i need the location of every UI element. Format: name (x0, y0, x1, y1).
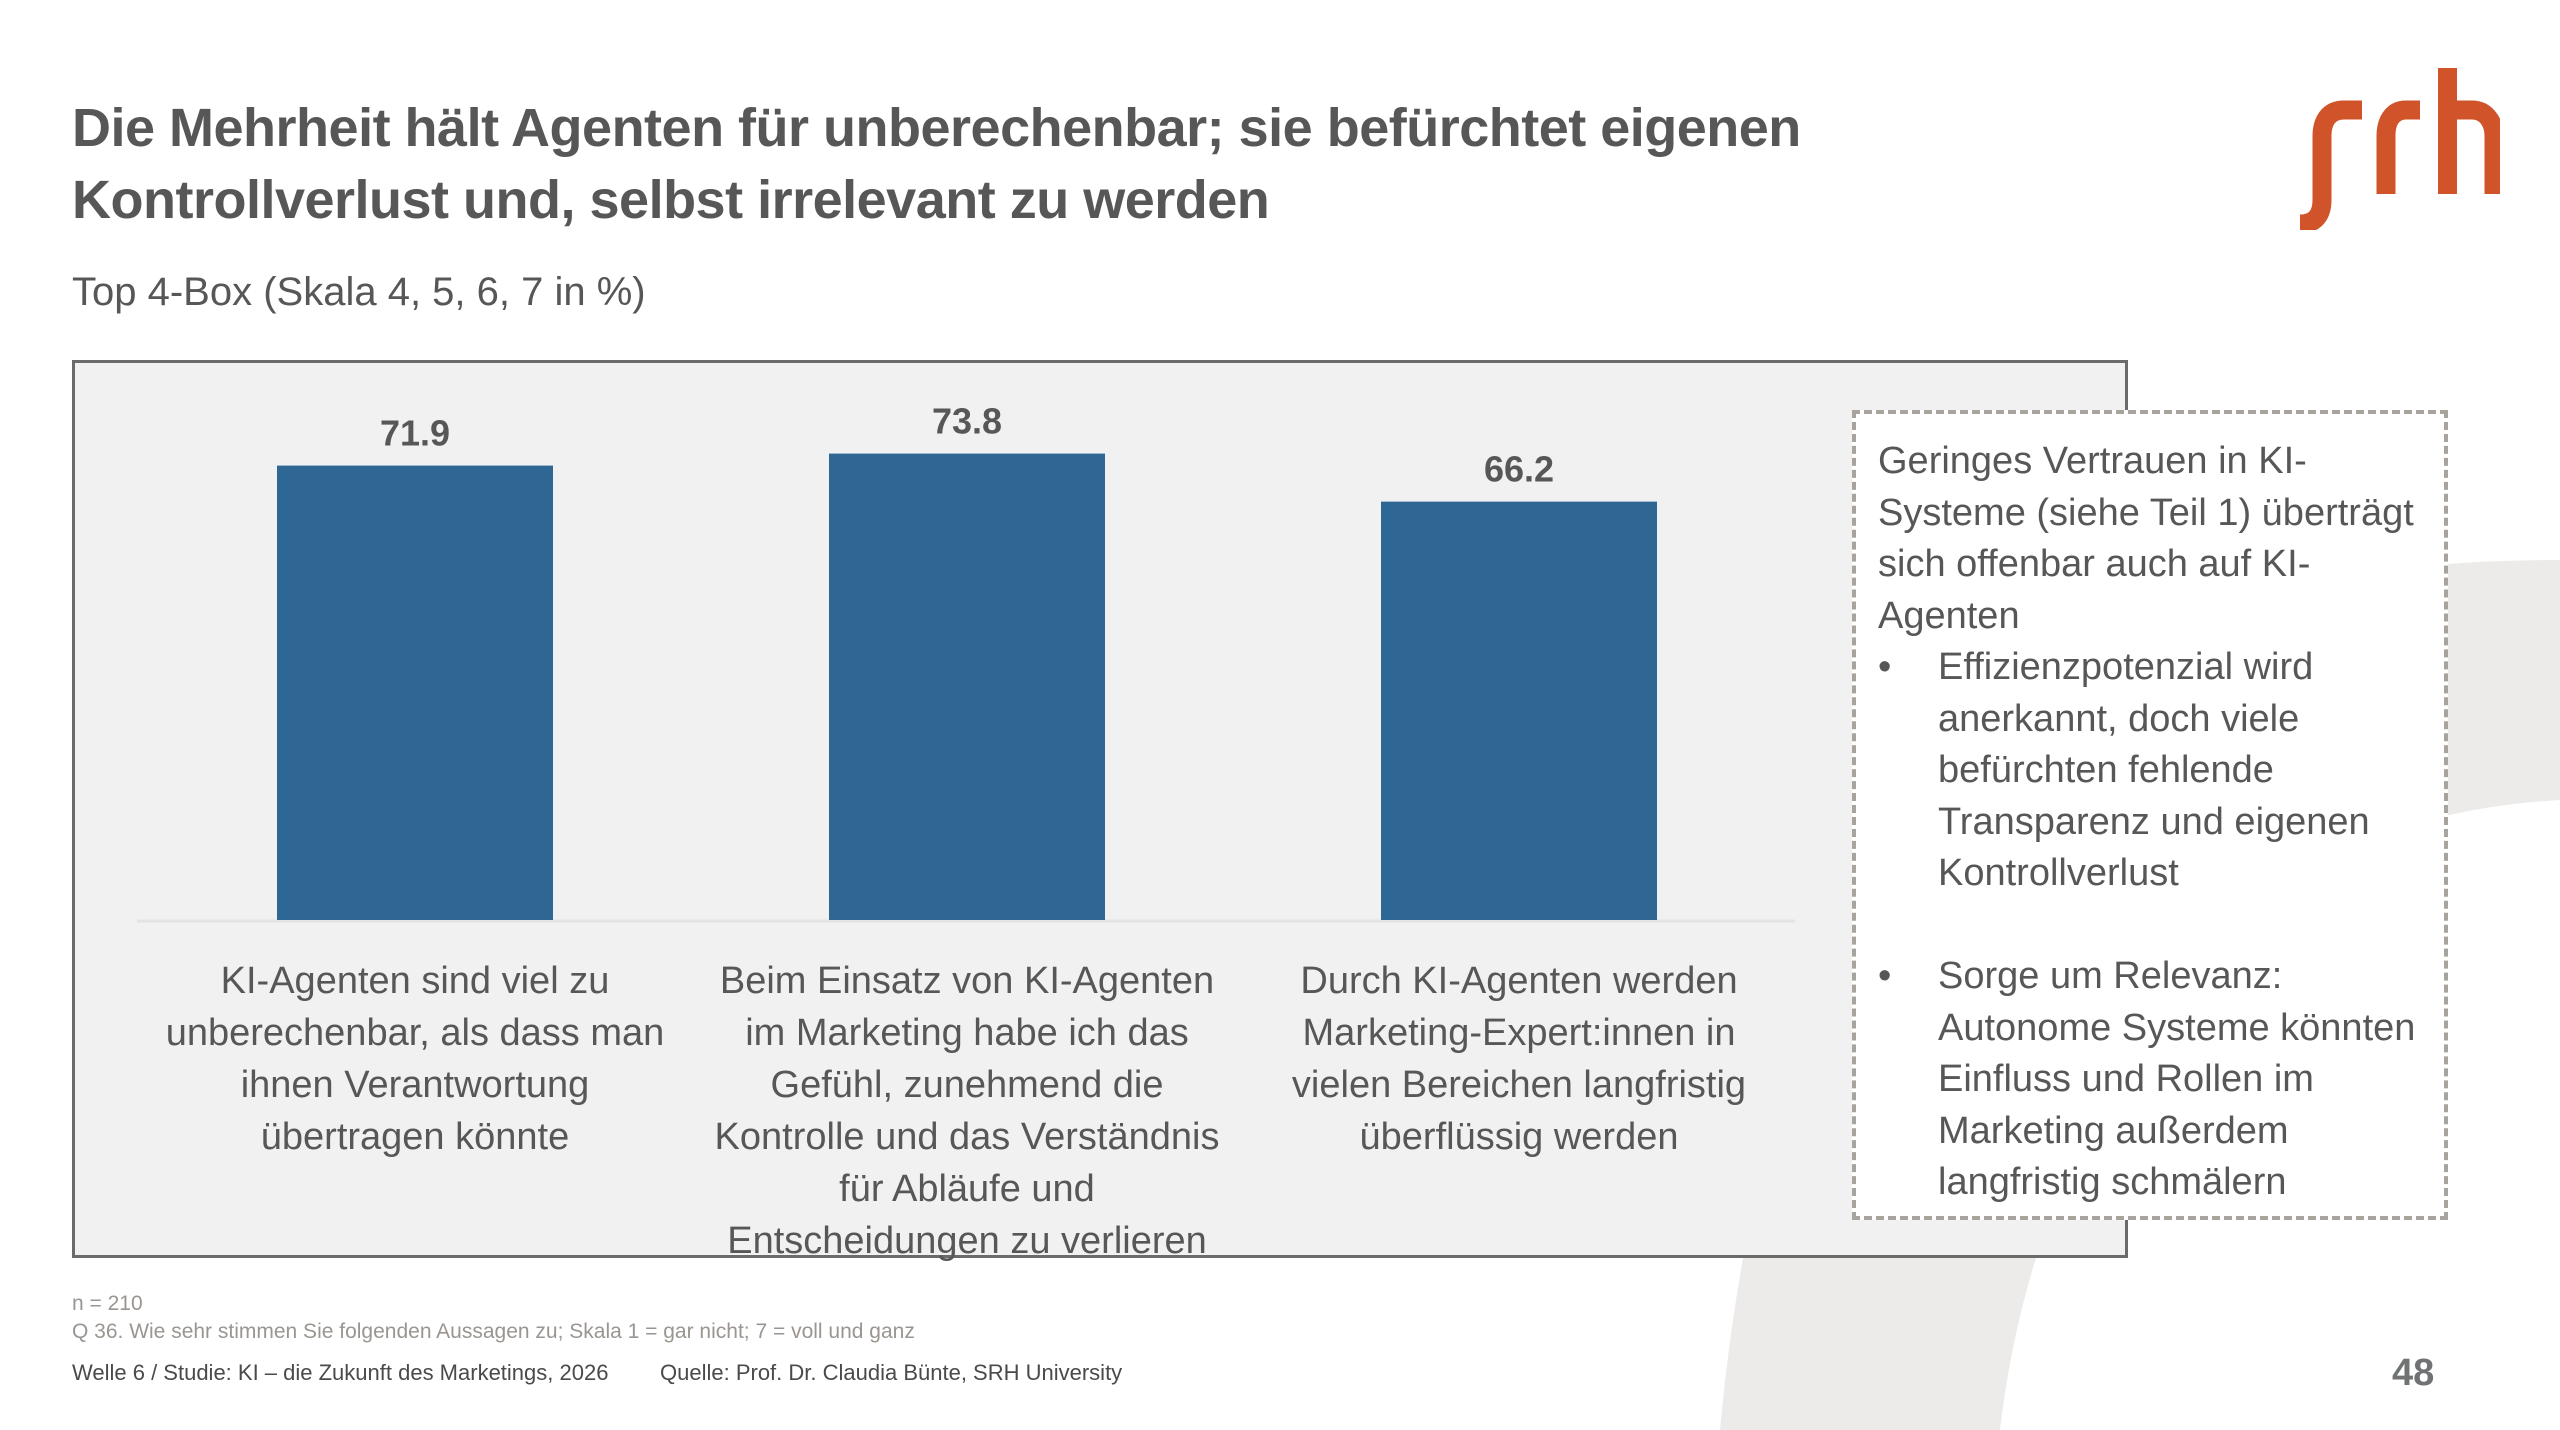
slide-title-line-1: Die Mehrheit hält Agenten für unberechen… (72, 98, 1801, 158)
bar-3 (1381, 501, 1657, 920)
callout-bullet-text: Sorge um Relevanz: Autonome Systeme könn… (1938, 955, 2416, 1203)
slide-title: Die Mehrheit hält Agenten für unberechen… (72, 92, 1972, 236)
callout-bullet-text: Effizienzpotenzial wird anerkannt, doch … (1938, 646, 2370, 894)
srh-logo-icon (2299, 68, 2500, 230)
chart-panel: 71.9 73.8 66.2 KI-Agenten sind viel zu unb… (72, 360, 2128, 1262)
bar-1 (277, 465, 553, 920)
category-label-3: Durch KI-Agenten werden Marketing-Expert… (1291, 960, 1747, 1158)
bullet-icon: • (1878, 955, 1892, 997)
bar-chart: 71.9 73.8 66.2 (137, 401, 1795, 923)
bullet-icon: • (1878, 646, 1892, 688)
callout-bullet-list: • Effizienzpotenzial wird anerkannt, doc… (1878, 642, 2426, 1209)
callout-bullet-item: • Sorge um Relevanz: Autonome Systeme kö… (1878, 951, 2426, 1209)
category-label-1: KI-Agenten sind viel zu unberechenbar, a… (165, 960, 665, 1158)
insight-callout-box: Geringes Vertrauen in KI-Systeme (siehe … (1852, 410, 2448, 1220)
slide-title-line-2: Kontrollverlust und, selbst irrelevant z… (72, 170, 1270, 230)
sample-size-note: n = 210 (72, 1292, 143, 1315)
callout-bullet-item: • Effizienzpotenzial wird anerkannt, doc… (1878, 642, 2426, 900)
question-note: Q 36. Wie sehr stimmen Sie folgenden Aus… (72, 1320, 915, 1343)
callout-intro: Geringes Vertrauen in KI-Systeme (siehe … (1878, 440, 2414, 637)
bar-value-label-2: 73.8 (932, 401, 1002, 442)
bar-value-label-1: 71.9 (380, 413, 450, 454)
bar-2 (829, 453, 1105, 920)
bar-value-label-3: 66.2 (1484, 449, 1554, 490)
chart-subtitle: Top 4-Box (Skala 4, 5, 6, 7 in %) (72, 270, 646, 314)
category-label-2: Beim Einsatz von KI-Agenten im Marketing… (714, 960, 1220, 1262)
footer-study: Welle 6 / Studie: KI – die Zukunft des M… (72, 1360, 609, 1385)
page-number: 48 (2392, 1352, 2435, 1394)
footer-source: Quelle: Prof. Dr. Claudia Bünte, SRH Uni… (660, 1360, 1123, 1385)
